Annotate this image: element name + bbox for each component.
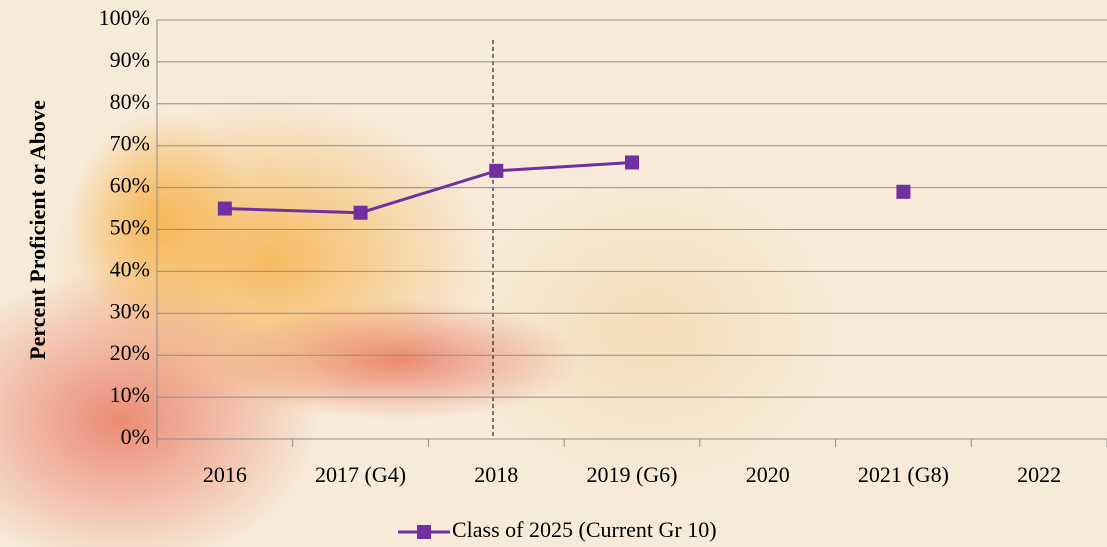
y-tick-label: 70%: [110, 131, 150, 156]
y-tick-label: 100%: [99, 5, 150, 30]
page: Percent Proficient or Above 0% 10% 20% 30% 4…: [0, 0, 1107, 547]
marker: [896, 185, 910, 199]
y-axis-title: Percent Proficient or Above: [25, 100, 50, 360]
y-tick-label: 80%: [110, 89, 150, 114]
y-tick-label: 40%: [110, 256, 150, 281]
marker: [625, 155, 639, 169]
x-tick-label: 2020: [746, 462, 790, 487]
y-tick-label: 20%: [110, 340, 150, 365]
marker: [218, 202, 232, 216]
y-tick-label: 50%: [110, 215, 150, 240]
y-tick-label: 0%: [121, 424, 150, 449]
x-tick-label: 2022: [1017, 462, 1061, 487]
y-tick-label: 10%: [110, 382, 150, 407]
marker: [354, 206, 368, 220]
y-tick-label: 30%: [110, 298, 150, 323]
x-tick-label: 2017 (G4): [315, 462, 406, 487]
y-tick-label: 90%: [110, 47, 150, 72]
x-tick-label: 2016: [203, 462, 247, 487]
legend-label: Class of 2025 (Current Gr 10): [452, 517, 717, 542]
x-tick-label: 2021 (G8): [858, 462, 949, 487]
x-tick-label: 2019 (G6): [586, 462, 677, 487]
chart: Percent Proficient or Above 0% 10% 20% 30% 4…: [0, 0, 1107, 547]
marker: [489, 164, 503, 178]
background-art: [0, 100, 850, 547]
y-tick-label: 60%: [110, 173, 150, 198]
x-tick-label: 2018: [474, 462, 518, 487]
legend-marker: [417, 525, 431, 539]
